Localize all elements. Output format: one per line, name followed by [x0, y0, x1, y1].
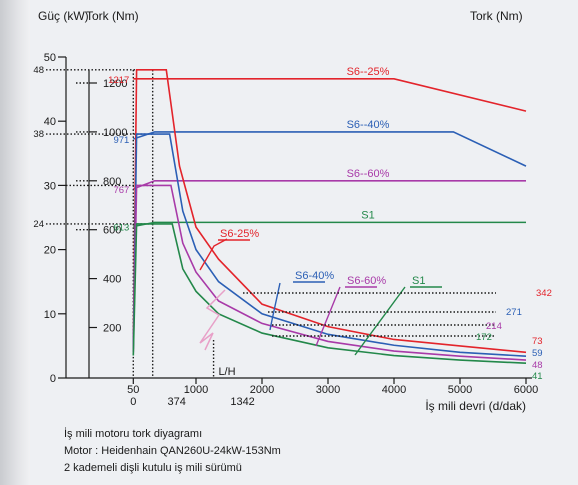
torque-tick-label: 200	[103, 323, 121, 335]
x-tick-label: 2000	[250, 384, 274, 396]
x-sub-tick-label: 1342	[230, 396, 254, 408]
torque-tick-label: 1000	[103, 127, 127, 139]
curve-label: S6-60%	[347, 275, 386, 287]
caption-line-3: 2 kademeli dişli kutulu iş mili sürümü	[64, 462, 242, 474]
power-extra-tick-label: 38	[33, 129, 44, 140]
power-tick-label: 0	[50, 373, 56, 385]
x-sub-tick-label: 0	[130, 396, 136, 408]
x-tick-label: 4000	[382, 384, 406, 396]
curve-label-pointer	[315, 286, 341, 347]
power-tick-label: 20	[44, 245, 56, 257]
right-end-value: 41	[532, 371, 543, 382]
torque-tick-label: 800	[103, 176, 121, 188]
curve-label: S6-40%	[295, 270, 334, 282]
caption-line-1: İş mili motoru tork diyagramı	[64, 428, 203, 440]
torque-tick-label: 600	[103, 225, 121, 237]
torque-start-value: 971	[113, 135, 129, 146]
torque-series-label: S6--40%	[347, 119, 390, 131]
left-power-axis-title: Güç (kW)	[38, 9, 89, 23]
x-tick-label: 1000	[184, 384, 208, 396]
power-series-0	[132, 69, 527, 354]
power-tick-label: 50	[44, 52, 56, 64]
right-end-value: 172	[476, 332, 492, 343]
x-tick-label: 6000	[514, 384, 538, 396]
torque-series-label: S1	[361, 209, 374, 221]
right-end-value: 342	[536, 288, 552, 299]
torque-start-value: 1217	[108, 75, 129, 86]
right-end-value: 214	[486, 321, 502, 332]
left-torque-axis-title: Tork (Nm)	[86, 9, 139, 23]
x-sub-tick-label: 374	[168, 396, 186, 408]
right-end-value: 271	[506, 307, 522, 318]
power-tick-label: 40	[44, 116, 56, 128]
x-tick-label: 5000	[448, 384, 472, 396]
power-series-1	[132, 133, 527, 357]
power-series-3	[132, 223, 527, 365]
torque-tick-label: 1200	[103, 78, 127, 90]
torque-start-value: 613	[113, 223, 129, 234]
power-tick-label: 10	[44, 309, 56, 321]
chart-panel	[30, 0, 578, 485]
gear-change-label: L/H	[218, 366, 235, 378]
power-extra-tick-label: 48	[33, 65, 44, 76]
chart-caption: İş mili motoru tork diyagramı Motor : He…	[64, 426, 484, 477]
power-series-2	[132, 184, 527, 361]
right-end-value: 73	[532, 336, 543, 347]
torque-series-1	[133, 131, 527, 167]
torque-start-value: 767	[113, 185, 129, 196]
x-tick-label: 3000	[316, 384, 340, 396]
x-axis-title: İş mili devri (d/dak)	[425, 399, 526, 413]
caption-line-2: Motor : Heidenhain QAN260U-24kW-153Nm	[64, 445, 281, 457]
right-torque-axis-title: Tork (Nm)	[470, 9, 523, 23]
x-tick-label: 50	[127, 384, 139, 396]
torque-series-2	[133, 180, 526, 190]
curve-label-pointer	[269, 282, 281, 331]
right-end-value: 48	[532, 360, 543, 371]
torque-series-label: S6--25%	[347, 66, 390, 78]
curve-label-pointer	[354, 286, 406, 356]
break-symbol	[199, 289, 226, 351]
curve-label-pointer	[199, 238, 228, 271]
torque-series-0	[133, 78, 527, 112]
torque-series-3	[133, 221, 526, 228]
curve-label: S6-25%	[220, 228, 259, 240]
torque-series-label: S6--60%	[347, 168, 390, 180]
power-tick-label: 30	[44, 180, 56, 192]
right-end-value: 59	[532, 348, 543, 359]
torque-tick-label: 400	[103, 274, 121, 286]
power-extra-tick-label: 24	[33, 219, 44, 230]
curve-label: S1	[412, 275, 425, 287]
